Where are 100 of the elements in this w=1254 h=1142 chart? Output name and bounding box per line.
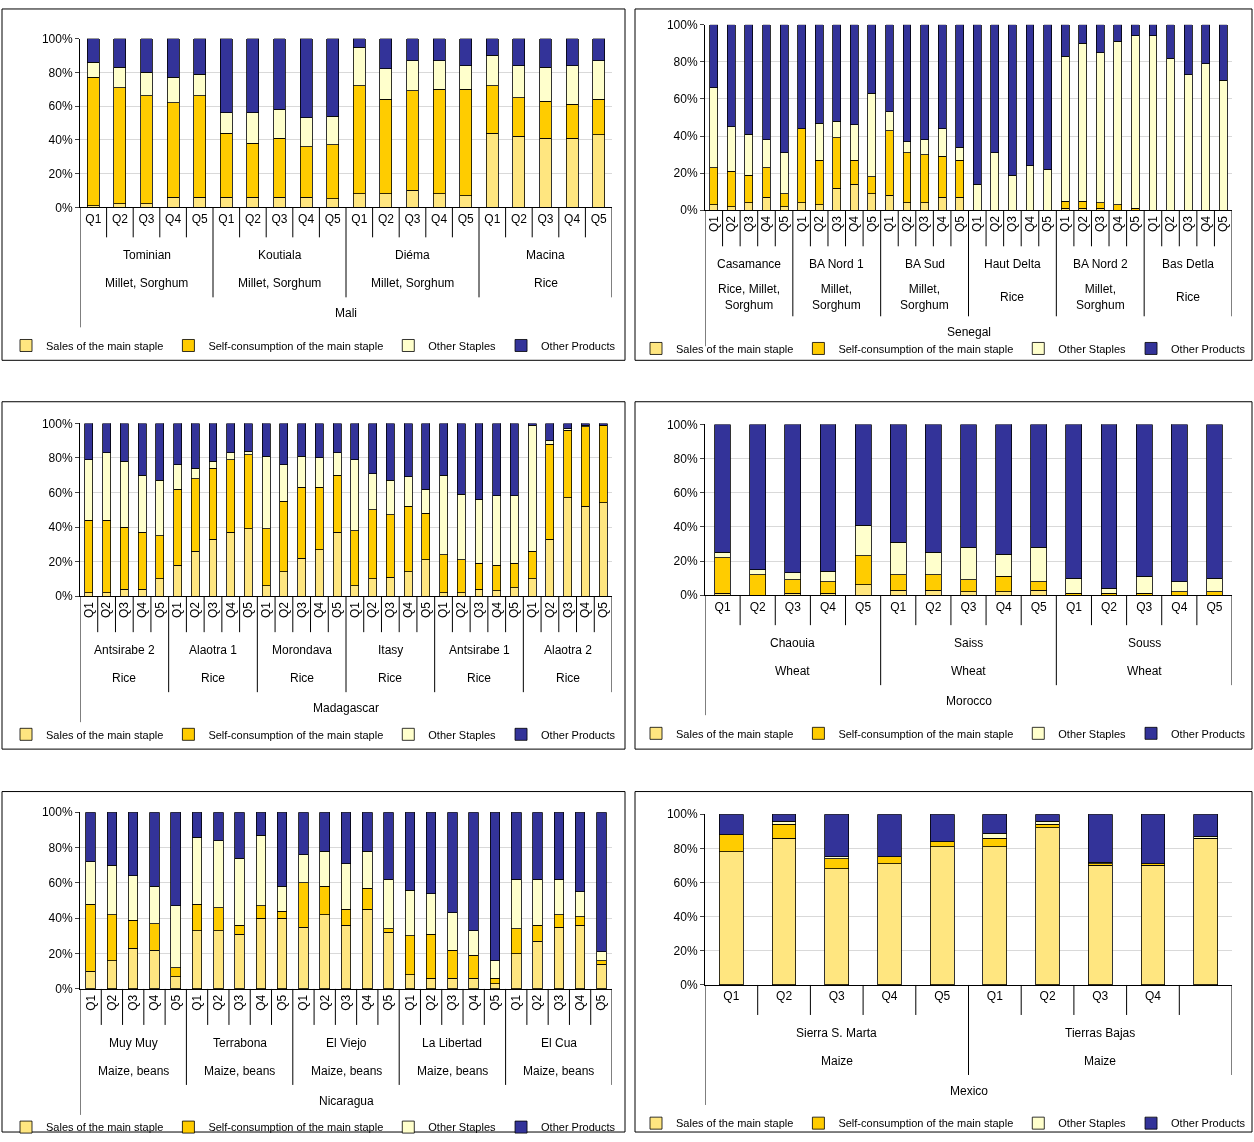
x-tick-label: Q5 xyxy=(1206,599,1223,614)
text: Millet, Sorghum xyxy=(371,276,455,290)
legend-label: Self-consumption of the main staple xyxy=(208,728,384,741)
x-tick-label: Q5 xyxy=(381,994,396,1011)
x-tick-label: Q5 xyxy=(324,211,342,226)
x-tick-label: Q2 xyxy=(749,599,767,614)
x-tick-label: Q4 xyxy=(298,211,315,226)
x-tick-label: Q3 xyxy=(741,215,756,233)
text: BA Sud xyxy=(905,257,946,271)
x-tick-label: Q2 xyxy=(211,994,226,1011)
y-tick-label: 80% xyxy=(48,65,73,80)
x-tick-label: Q4 xyxy=(1198,215,1213,233)
legend-label: Other Staples xyxy=(428,728,497,741)
y-tick-label: 0% xyxy=(55,200,73,215)
y-tick-label: 80% xyxy=(48,451,73,466)
x-tick-label: Q3 xyxy=(232,994,247,1011)
x-tick-label: Q5 xyxy=(1040,215,1055,233)
text: Diéma xyxy=(395,248,430,262)
x-tick-label: Q2 xyxy=(244,211,262,226)
x-tick-label: Q5 xyxy=(1128,215,1143,233)
y-tick-label: 0% xyxy=(680,203,698,218)
legend-label: Sales of the main staple xyxy=(46,1121,164,1134)
x-tick-label: Q1 xyxy=(706,215,721,233)
y-tick-label: 20% xyxy=(673,166,698,181)
x-tick-label: Q3 xyxy=(445,994,460,1011)
x-tick-label: Q3 xyxy=(551,994,566,1011)
text: Chaouia xyxy=(770,636,816,650)
legend-label: Other Products xyxy=(1171,727,1246,740)
text: El Viejo xyxy=(326,1036,367,1050)
x-tick-label: Q3 xyxy=(1180,215,1195,233)
x-tick-label: Q3 xyxy=(271,211,288,226)
text: Nicaragua xyxy=(319,1094,375,1108)
x-tick-label: Q3 xyxy=(205,601,220,618)
x-tick-label: Q2 xyxy=(424,994,439,1011)
x-tick-label: Q2 xyxy=(542,601,557,618)
x-tick-label: Q1 xyxy=(890,599,907,614)
legend-label: Other Staples xyxy=(428,1121,497,1134)
x-tick-label: Q4 xyxy=(819,599,837,614)
text: Antsirabe 2 xyxy=(94,643,156,657)
y-tick-label: 20% xyxy=(48,946,73,961)
x-tick-label: Q4 xyxy=(564,211,581,226)
text: Rice xyxy=(201,671,226,685)
x-tick-label: Q5 xyxy=(241,601,256,618)
x-tick-label: Q1 xyxy=(436,601,451,618)
text: Maize xyxy=(1084,1054,1117,1068)
x-tick-label: Q5 xyxy=(1030,599,1048,614)
y-tick-label: 100% xyxy=(666,17,698,32)
text: Rice xyxy=(1176,290,1201,304)
x-tick-label: Q4 xyxy=(360,994,375,1011)
text: BA Nord 2 xyxy=(1073,257,1129,271)
x-tick-label: Q5 xyxy=(1216,215,1231,233)
text: Wheat xyxy=(1127,664,1163,678)
x-tick-label: Q3 xyxy=(917,215,932,233)
x-tick-label: Q4 xyxy=(995,599,1012,614)
y-tick-label: 60% xyxy=(48,485,73,500)
text: Rice xyxy=(534,276,559,290)
x-tick-label: Q5 xyxy=(855,599,872,614)
x-tick-label: Q1 xyxy=(81,601,96,618)
y-tick-label: 40% xyxy=(673,520,698,535)
x-tick-label: Q2 xyxy=(317,994,332,1011)
text: Haut Delta xyxy=(984,257,1042,271)
x-tick-label: Q3 xyxy=(1092,989,1109,1004)
x-tick-label: Q1 xyxy=(509,994,524,1011)
text: Millet, Sorghum xyxy=(812,282,861,312)
x-tick-label: Q5 xyxy=(507,601,522,618)
text: Macina xyxy=(526,248,566,262)
x-tick-label: Q2 xyxy=(724,215,739,233)
y-tick-label: 80% xyxy=(673,55,698,70)
x-tick-label: Q1 xyxy=(85,211,102,226)
x-tick-label: Q3 xyxy=(404,211,421,226)
y-tick-label: 80% xyxy=(48,840,73,855)
x-tick-label: Q3 xyxy=(338,994,353,1011)
y-tick-label: 100% xyxy=(666,807,698,822)
y-tick-label: 40% xyxy=(673,909,698,924)
x-tick-label: Q4 xyxy=(134,601,149,618)
x-tick-label: Q2 xyxy=(1039,989,1056,1004)
text: Millet, Sorghum xyxy=(900,282,949,312)
text: Antsirabe 1 xyxy=(449,643,511,657)
x-tick-label: Q1 xyxy=(296,994,311,1011)
legend-label: Self-consumption of the main staple xyxy=(838,1117,1014,1130)
x-tick-label: Q2 xyxy=(925,599,942,614)
x-tick-label: Q4 xyxy=(312,601,327,618)
x-tick-label: Q5 xyxy=(590,211,608,226)
x-tick-label: Q5 xyxy=(487,994,502,1011)
text: Bas Detla xyxy=(1162,257,1215,271)
text: Rice xyxy=(1000,290,1025,304)
x-tick-label: Q2 xyxy=(365,601,380,618)
text: Morocco xyxy=(946,694,993,708)
legend-label: Other Products xyxy=(541,1121,616,1134)
x-tick-label: Q4 xyxy=(759,215,774,233)
x-tick-label: Q3 xyxy=(1093,215,1108,233)
x-tick-label: Q4 xyxy=(578,601,593,618)
x-tick-label: Q2 xyxy=(104,994,119,1011)
legend-label: Other Products xyxy=(1171,1117,1246,1130)
x-tick-label: Q1 xyxy=(986,989,1004,1004)
x-tick-label: Q4 xyxy=(1110,215,1125,233)
y-tick-label: 100% xyxy=(41,805,73,820)
legend-label: Sales of the main staple xyxy=(676,1117,794,1130)
x-tick-label: Q2 xyxy=(1075,215,1090,233)
x-tick-label: Q5 xyxy=(191,211,209,226)
